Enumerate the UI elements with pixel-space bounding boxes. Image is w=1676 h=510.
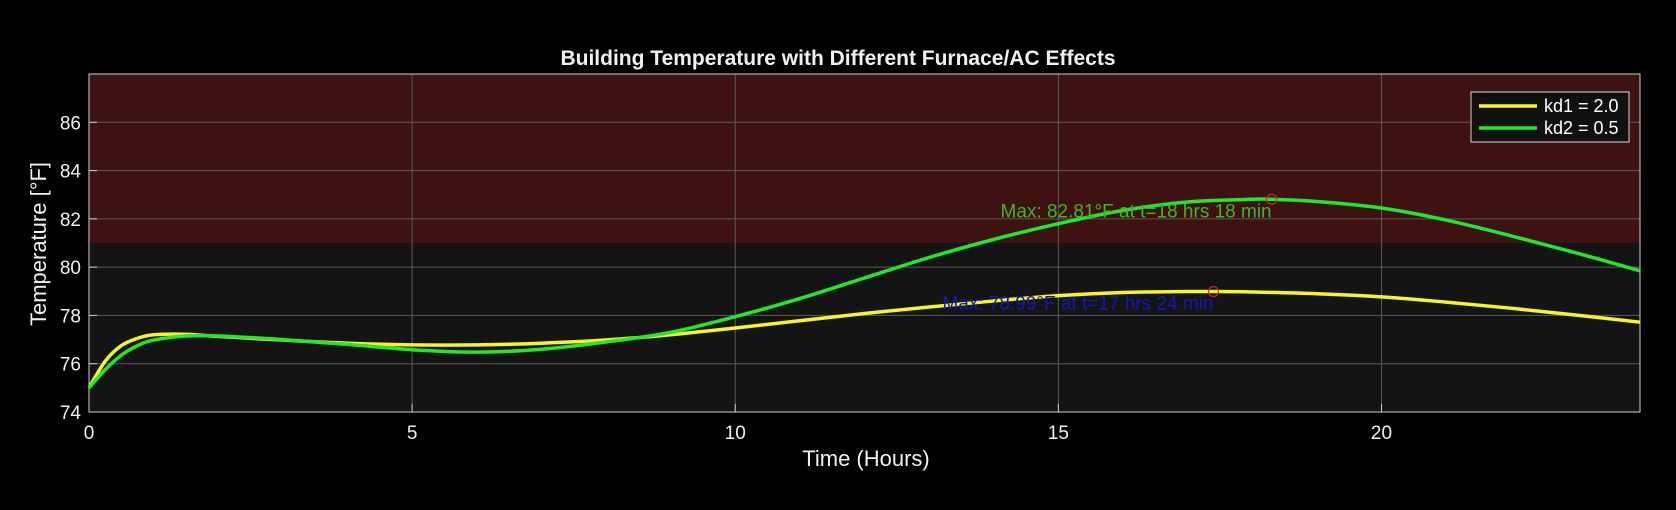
x-tick-label: 15 <box>1048 423 1069 444</box>
legend-box <box>1470 91 1630 143</box>
y-axis-label: Temperature [°F] <box>26 162 51 326</box>
y-tick-label: 86 <box>60 113 81 134</box>
y-tick-label: 78 <box>60 306 81 327</box>
chart-title: Building Temperature with Different Furn… <box>560 47 1115 70</box>
x-axis-label: Time (Hours) <box>802 446 930 471</box>
x-tick-label: 5 <box>407 423 418 444</box>
legend-entry: kd1 = 2.0 <box>1544 96 1619 116</box>
max-marker <box>1207 285 1220 298</box>
x-tick-label: 20 <box>1371 423 1392 444</box>
axes-frame <box>88 73 1641 413</box>
legend-entry: kd2 = 0.5 <box>1544 118 1619 138</box>
y-tick-label: 74 <box>60 403 82 424</box>
y-tick-label: 76 <box>60 355 81 376</box>
max-marker <box>1266 193 1278 205</box>
series-line-2 <box>87 197 1641 390</box>
y-tick-label: 84 <box>60 162 82 183</box>
y-tick-label: 80 <box>60 258 81 279</box>
plot-area: 0 5 10 15 20 74 76 78 80 82 84 86 Max: 82.81°F at t=… <box>60 73 1641 444</box>
x-tick-label: 10 <box>725 423 746 444</box>
max-annotation: Max: 82.81°F at t=18 hrs 18 min <box>1001 201 1272 222</box>
shaded-region <box>89 74 1640 243</box>
x-tick-label: 0 <box>84 423 95 444</box>
max-annotation: Max: 78.99°F at t=17 hrs 24 min <box>942 294 1213 315</box>
y-tick-label: 82 <box>60 210 81 231</box>
